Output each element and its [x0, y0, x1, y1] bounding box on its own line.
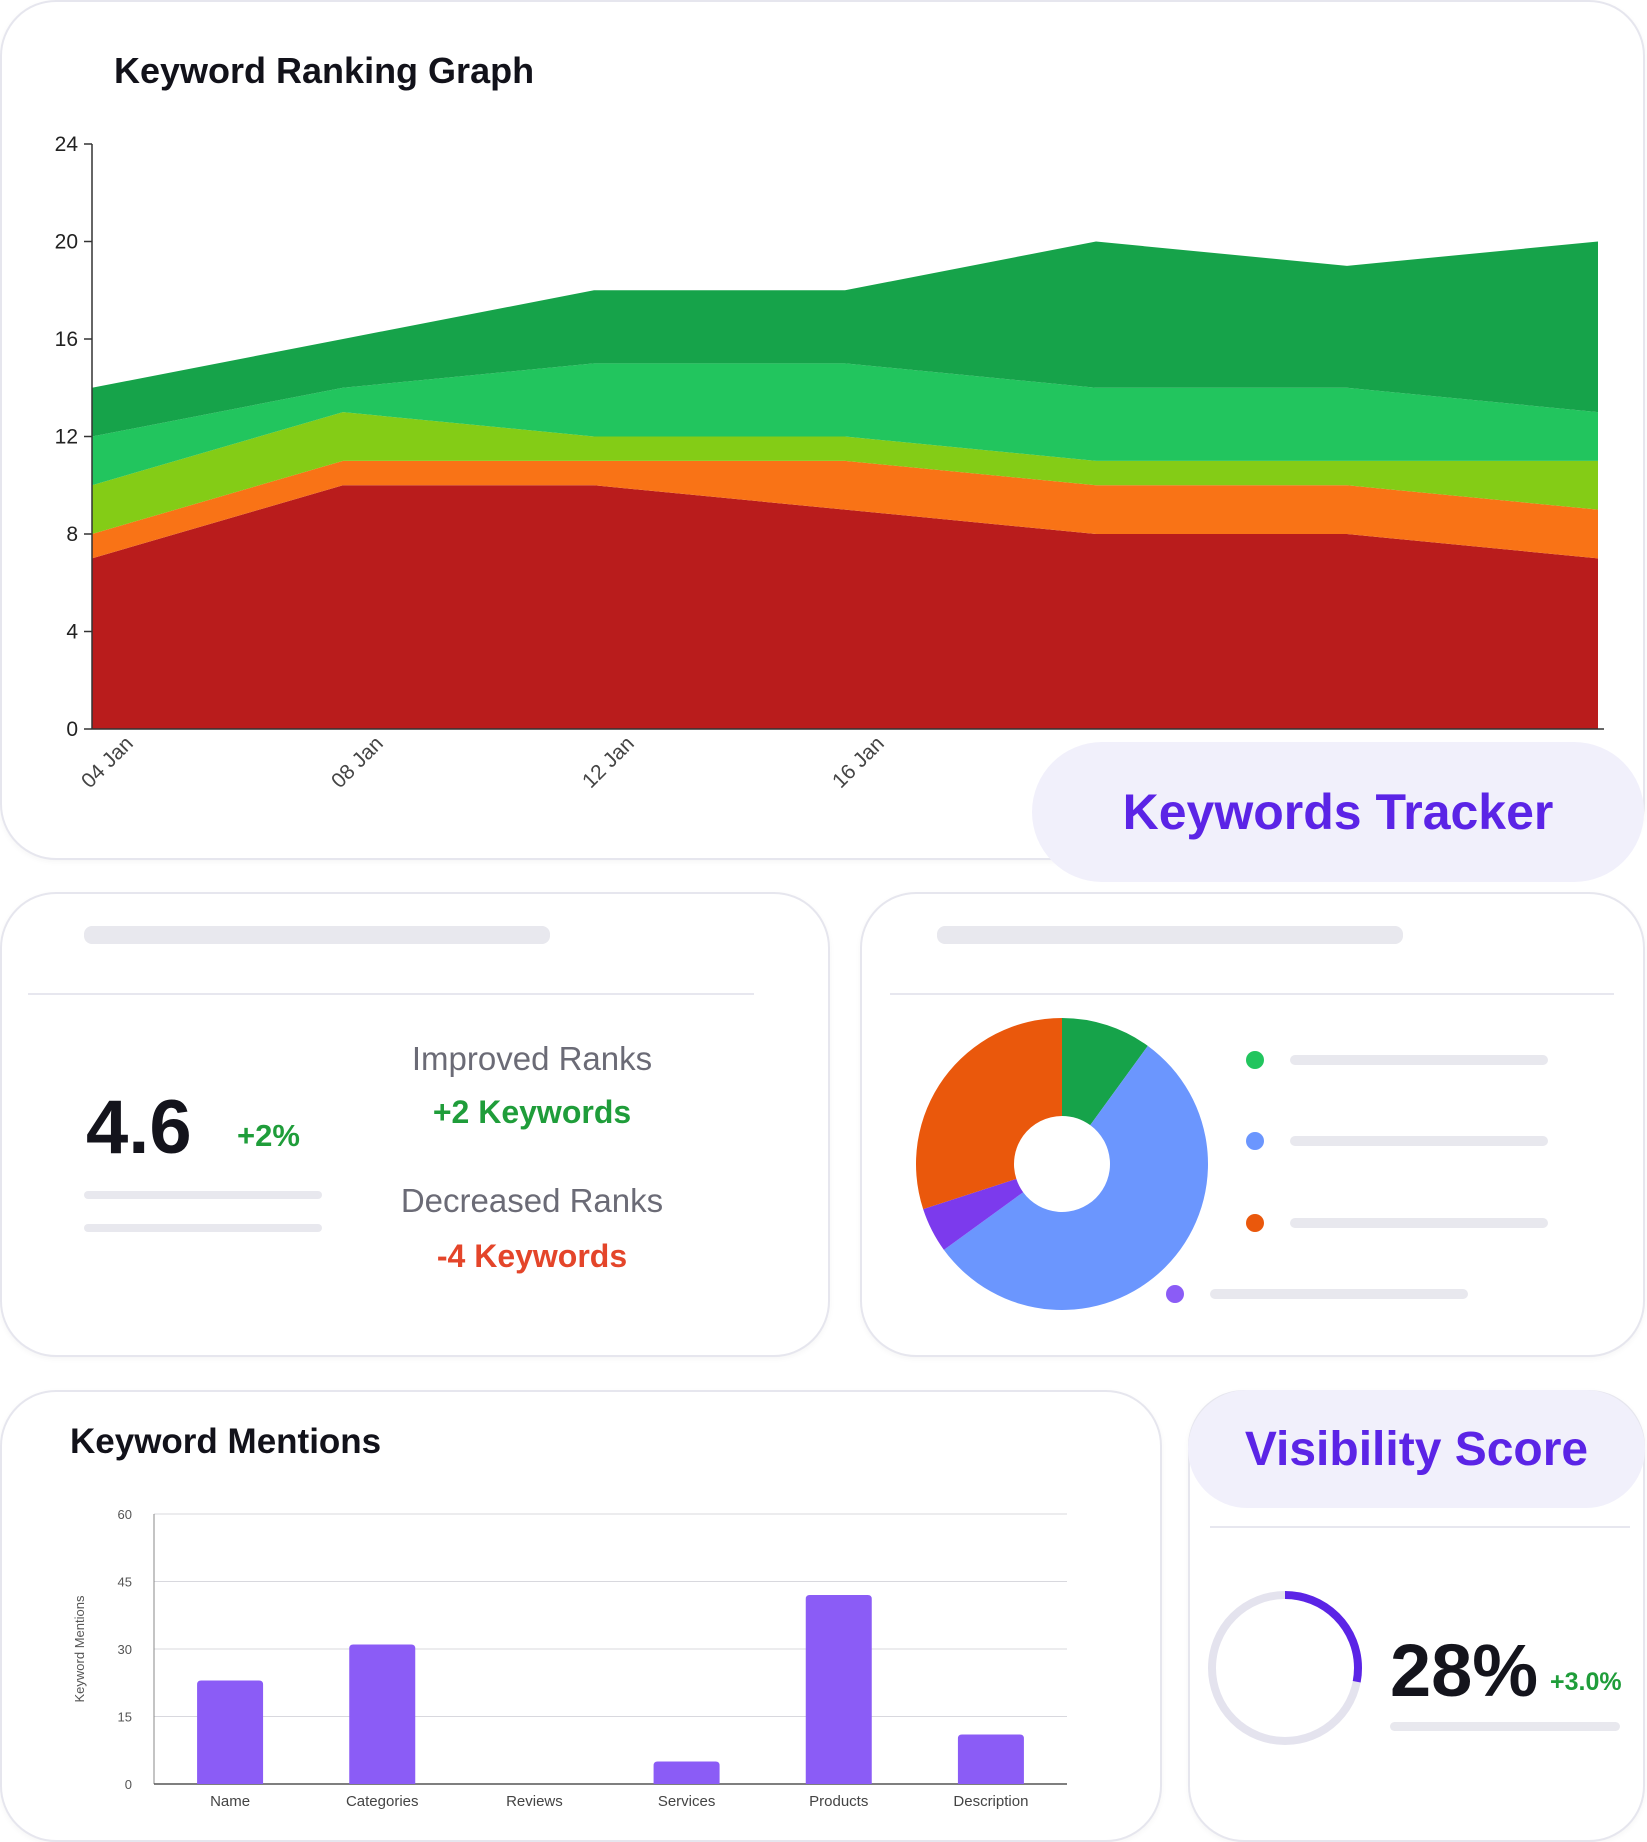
improved-ranks-label: Improved Ranks — [411, 1040, 653, 1077]
visibility-ring-progress — [1208, 1591, 1362, 1745]
card-title-placeholder — [937, 926, 1403, 944]
y-tick-label: 0 — [125, 1777, 132, 1792]
text-placeholder — [84, 1191, 322, 1199]
y-tick-label: 12 — [55, 426, 78, 449]
y-tick-label: 8 — [66, 523, 78, 546]
y-tick-label: 15 — [118, 1710, 132, 1725]
donut-slice-blue — [943, 1045, 1208, 1310]
donut-chart — [916, 1018, 1208, 1310]
improved-ranks-value: +2 Keywords — [432, 1094, 632, 1130]
distribution-card — [860, 892, 1645, 1357]
keywords-tracker-label: Keywords Tracker — [1032, 742, 1644, 882]
y-tick-label: 0 — [66, 718, 78, 741]
x-tick-label: 08 Jan — [327, 732, 388, 793]
bar-products — [805, 1595, 872, 1784]
y-tick-label: 24 — [55, 133, 79, 156]
x-tick-label: Description — [953, 1793, 1028, 1810]
legend-label-placeholder — [1290, 1055, 1548, 1065]
bar-name — [197, 1680, 264, 1784]
y-tick-label: 16 — [55, 328, 78, 351]
bar-description — [957, 1734, 1024, 1784]
legend-dot-orange — [1246, 1214, 1264, 1232]
x-tick-label: Name — [210, 1793, 250, 1810]
bar-services — [653, 1761, 720, 1784]
visibility-score-label: Visibility Score — [1188, 1390, 1645, 1508]
text-placeholder — [84, 1224, 322, 1232]
ranking-chart: 0 4 8 12 16 20 24 04 Jan 08 Jan 12 Jan 16 Jan — [55, 133, 1604, 793]
card-title-placeholder — [84, 926, 550, 944]
x-tick-label: 16 Jan — [828, 732, 889, 793]
y-tick-label: 45 — [118, 1575, 132, 1590]
legend-dot-green — [1246, 1051, 1264, 1069]
area-series-lime — [92, 412, 1598, 534]
legend-label-placeholder — [1210, 1289, 1468, 1299]
visibility-value: 28% — [1390, 1629, 1539, 1712]
mentions-card: Keyword Mentions 0 15 30 45 60 Keyword Mentio… — [0, 1390, 1162, 1842]
x-tick-label: 04 Jan — [77, 732, 138, 793]
card-divider — [1210, 1526, 1630, 1528]
legend-label-placeholder — [1290, 1136, 1548, 1146]
mentions-title: Keyword Mentions — [70, 1422, 382, 1461]
x-tick-label: Products — [809, 1793, 868, 1810]
legend-dot-purple — [1166, 1285, 1184, 1303]
visibility-ring — [1208, 1591, 1362, 1745]
average-rank-value: 4.6 — [86, 1085, 192, 1170]
rank-summary-card: 4.6 +2% Improved Ranks +2 Keywords Decre… — [0, 892, 830, 1357]
card-divider — [890, 993, 1614, 995]
bar-categories — [349, 1644, 416, 1784]
legend-label-placeholder — [1290, 1218, 1548, 1228]
y-tick-label: 20 — [55, 231, 78, 254]
area-series-dark-green — [92, 241, 1598, 437]
x-tick-label: 12 Jan — [578, 732, 639, 793]
legend-dot-blue — [1246, 1132, 1264, 1150]
donut-slice-green — [1062, 1018, 1148, 1126]
donut-slice-purple — [923, 1178, 1024, 1250]
average-rank-change: +2% — [237, 1118, 300, 1153]
y-tick-label: 60 — [118, 1507, 132, 1522]
area-series-green — [92, 363, 1598, 486]
ranking-title: Keyword Ranking Graph — [114, 50, 535, 91]
x-tick-label: Reviews — [506, 1793, 563, 1810]
y-tick-label: 30 — [118, 1642, 132, 1657]
visibility-change: +3.0% — [1550, 1668, 1622, 1696]
card-divider — [28, 993, 754, 995]
decreased-ranks-label: Decreased Ranks — [400, 1182, 664, 1219]
y-axis-title: Keyword Mentions — [72, 1595, 87, 1702]
ranking-card: Keyword Ranking Graph 0 4 8 12 16 20 24 04 Jan 0… — [0, 0, 1645, 860]
area-series-red — [92, 485, 1598, 729]
donut-slice-orange — [916, 1018, 1062, 1210]
mentions-chart: 0 15 30 45 60 Keyword Mentions Name Categories R… — [72, 1507, 1067, 1810]
y-tick-label: 4 — [66, 621, 78, 644]
x-tick-label: Services — [658, 1793, 716, 1810]
decreased-ranks-value: -4 Keywords — [436, 1238, 628, 1274]
x-tick-label: Categories — [346, 1793, 419, 1810]
text-placeholder — [1390, 1722, 1620, 1731]
